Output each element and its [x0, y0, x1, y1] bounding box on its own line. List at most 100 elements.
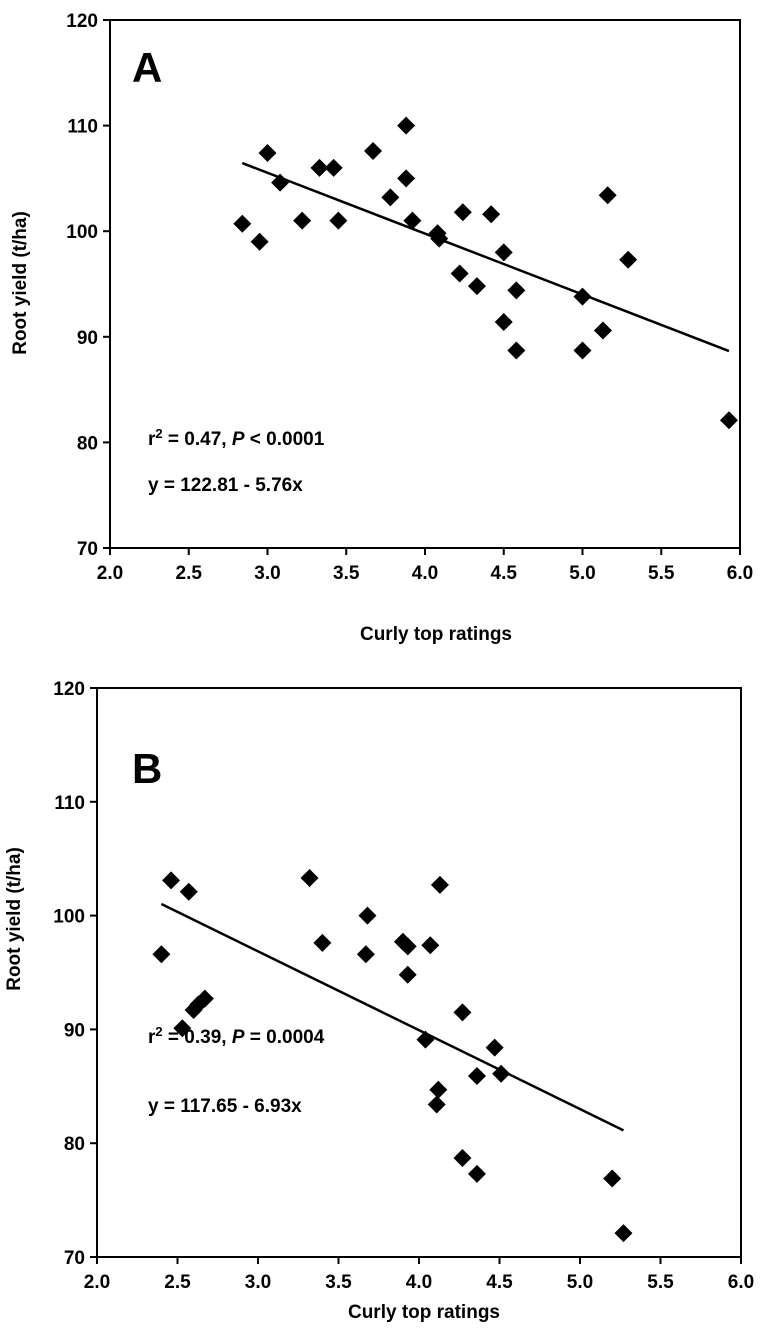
data-point — [179, 882, 198, 901]
x-tick-label: 5.5 — [647, 1272, 674, 1293]
data-point — [450, 264, 469, 283]
data-point — [573, 341, 592, 360]
chart-panel-b: B r2 = 0.39, P = 0.0004 y = 117.65 - 6.9… — [0, 666, 764, 1332]
data-point — [356, 945, 375, 964]
data-point — [398, 965, 417, 984]
data-point — [364, 141, 383, 160]
data-point — [467, 1164, 486, 1183]
data-point — [313, 933, 332, 952]
data-point — [467, 277, 486, 296]
y-tick-label: 80 — [77, 433, 98, 454]
data-point — [492, 1064, 511, 1083]
data-point — [381, 188, 400, 207]
data-point — [453, 1148, 472, 1167]
scatter-chart-a: A r2 = 0.47, P < 0.0001 y = 122.81 - 5.7… — [10, 11, 753, 645]
data-point — [152, 945, 171, 964]
y-tick-label: 120 — [66, 11, 98, 32]
panel-label: A — [132, 44, 162, 91]
data-point — [397, 169, 416, 188]
data-point — [619, 250, 638, 269]
data-point — [467, 1067, 486, 1086]
y-tick-label: 110 — [54, 793, 85, 814]
panel-label: B — [132, 745, 162, 792]
data-point — [507, 341, 526, 360]
data-point — [598, 186, 617, 205]
x-tick-label: 2.0 — [84, 1272, 110, 1293]
data-point — [233, 214, 252, 233]
x-tick-label: 2.0 — [97, 563, 123, 584]
data-point — [485, 1038, 504, 1057]
x-axis-label: Curly top ratings — [348, 1302, 500, 1323]
data-point — [250, 232, 269, 251]
data-point — [195, 989, 214, 1008]
y-tick-label: 90 — [64, 1020, 85, 1041]
data-point — [324, 158, 343, 177]
data-point — [258, 144, 277, 163]
y-tick-label: 90 — [77, 328, 98, 349]
data-point — [173, 1019, 192, 1038]
x-tick-label: 5.0 — [567, 1272, 593, 1293]
regression-line — [160, 902, 625, 1132]
y-tick-label: 100 — [66, 222, 98, 243]
equation-annotation: y = 122.81 - 5.76x — [148, 475, 303, 496]
data-point — [310, 158, 329, 177]
x-tick-label: 4.5 — [491, 563, 518, 584]
data-point — [300, 869, 319, 888]
data-point — [482, 205, 501, 224]
y-tick-label: 70 — [64, 1248, 85, 1269]
x-tick-label: 4.0 — [412, 563, 438, 584]
data-point — [453, 1003, 472, 1022]
x-tick-label: 2.5 — [164, 1272, 191, 1293]
scatter-chart-b: B r2 = 0.39, P = 0.0004 y = 117.65 - 6.9… — [4, 679, 754, 1323]
data-point — [507, 281, 526, 300]
data-point — [271, 173, 290, 192]
x-tick-label: 5.5 — [648, 563, 675, 584]
x-tick-label: 6.0 — [727, 563, 753, 584]
data-point — [573, 287, 592, 306]
data-point — [614, 1224, 633, 1243]
data-point — [453, 203, 472, 222]
x-tick-label: 3.0 — [245, 1272, 271, 1293]
x-tick-label: 3.5 — [333, 563, 360, 584]
x-tick-label: 3.5 — [325, 1272, 352, 1293]
data-point — [429, 1080, 448, 1099]
plot-frame — [96, 687, 742, 1258]
data-point — [162, 871, 181, 890]
chart-panel-a: A r2 = 0.47, P < 0.0001 y = 122.81 - 5.7… — [10, 11, 753, 645]
data-point — [719, 411, 738, 430]
y-tick-label: 120 — [53, 679, 85, 700]
data-point — [416, 1030, 435, 1049]
data-point — [494, 243, 513, 262]
data-point — [430, 229, 449, 248]
y-axis-label: Root yield (t/ha) — [4, 847, 25, 991]
data-point — [430, 875, 449, 894]
x-tick-label: 5.0 — [569, 563, 595, 584]
x-axis-label: Curly top ratings — [360, 624, 512, 645]
data-point — [397, 116, 416, 135]
data-point — [603, 1169, 622, 1188]
y-tick-label: 100 — [53, 907, 85, 928]
data-point — [184, 1001, 203, 1020]
y-tick-label: 110 — [67, 117, 98, 138]
data-point — [329, 211, 348, 230]
y-tick-label: 70 — [77, 539, 98, 560]
x-tick-label: 4.0 — [406, 1272, 432, 1293]
data-point — [427, 1095, 446, 1114]
y-tick-label: 80 — [64, 1134, 85, 1155]
plot-frame — [109, 19, 741, 549]
data-point — [593, 321, 612, 340]
x-tick-label: 3.0 — [254, 563, 280, 584]
regression-line — [241, 161, 730, 353]
x-tick-label: 6.0 — [728, 1272, 754, 1293]
r2-annotation: r2 = 0.47, P < 0.0001 — [148, 426, 325, 451]
data-point — [403, 211, 422, 230]
data-point — [421, 936, 440, 955]
y-axis-label: Root yield (t/ha) — [10, 211, 31, 355]
equation-annotation: y = 117.65 - 6.93x — [148, 1096, 302, 1117]
data-point — [494, 313, 513, 332]
x-tick-label: 2.5 — [176, 563, 203, 584]
data-point — [398, 937, 417, 956]
x-tick-label: 4.5 — [486, 1272, 513, 1293]
data-point — [358, 906, 377, 925]
data-point — [293, 211, 312, 230]
